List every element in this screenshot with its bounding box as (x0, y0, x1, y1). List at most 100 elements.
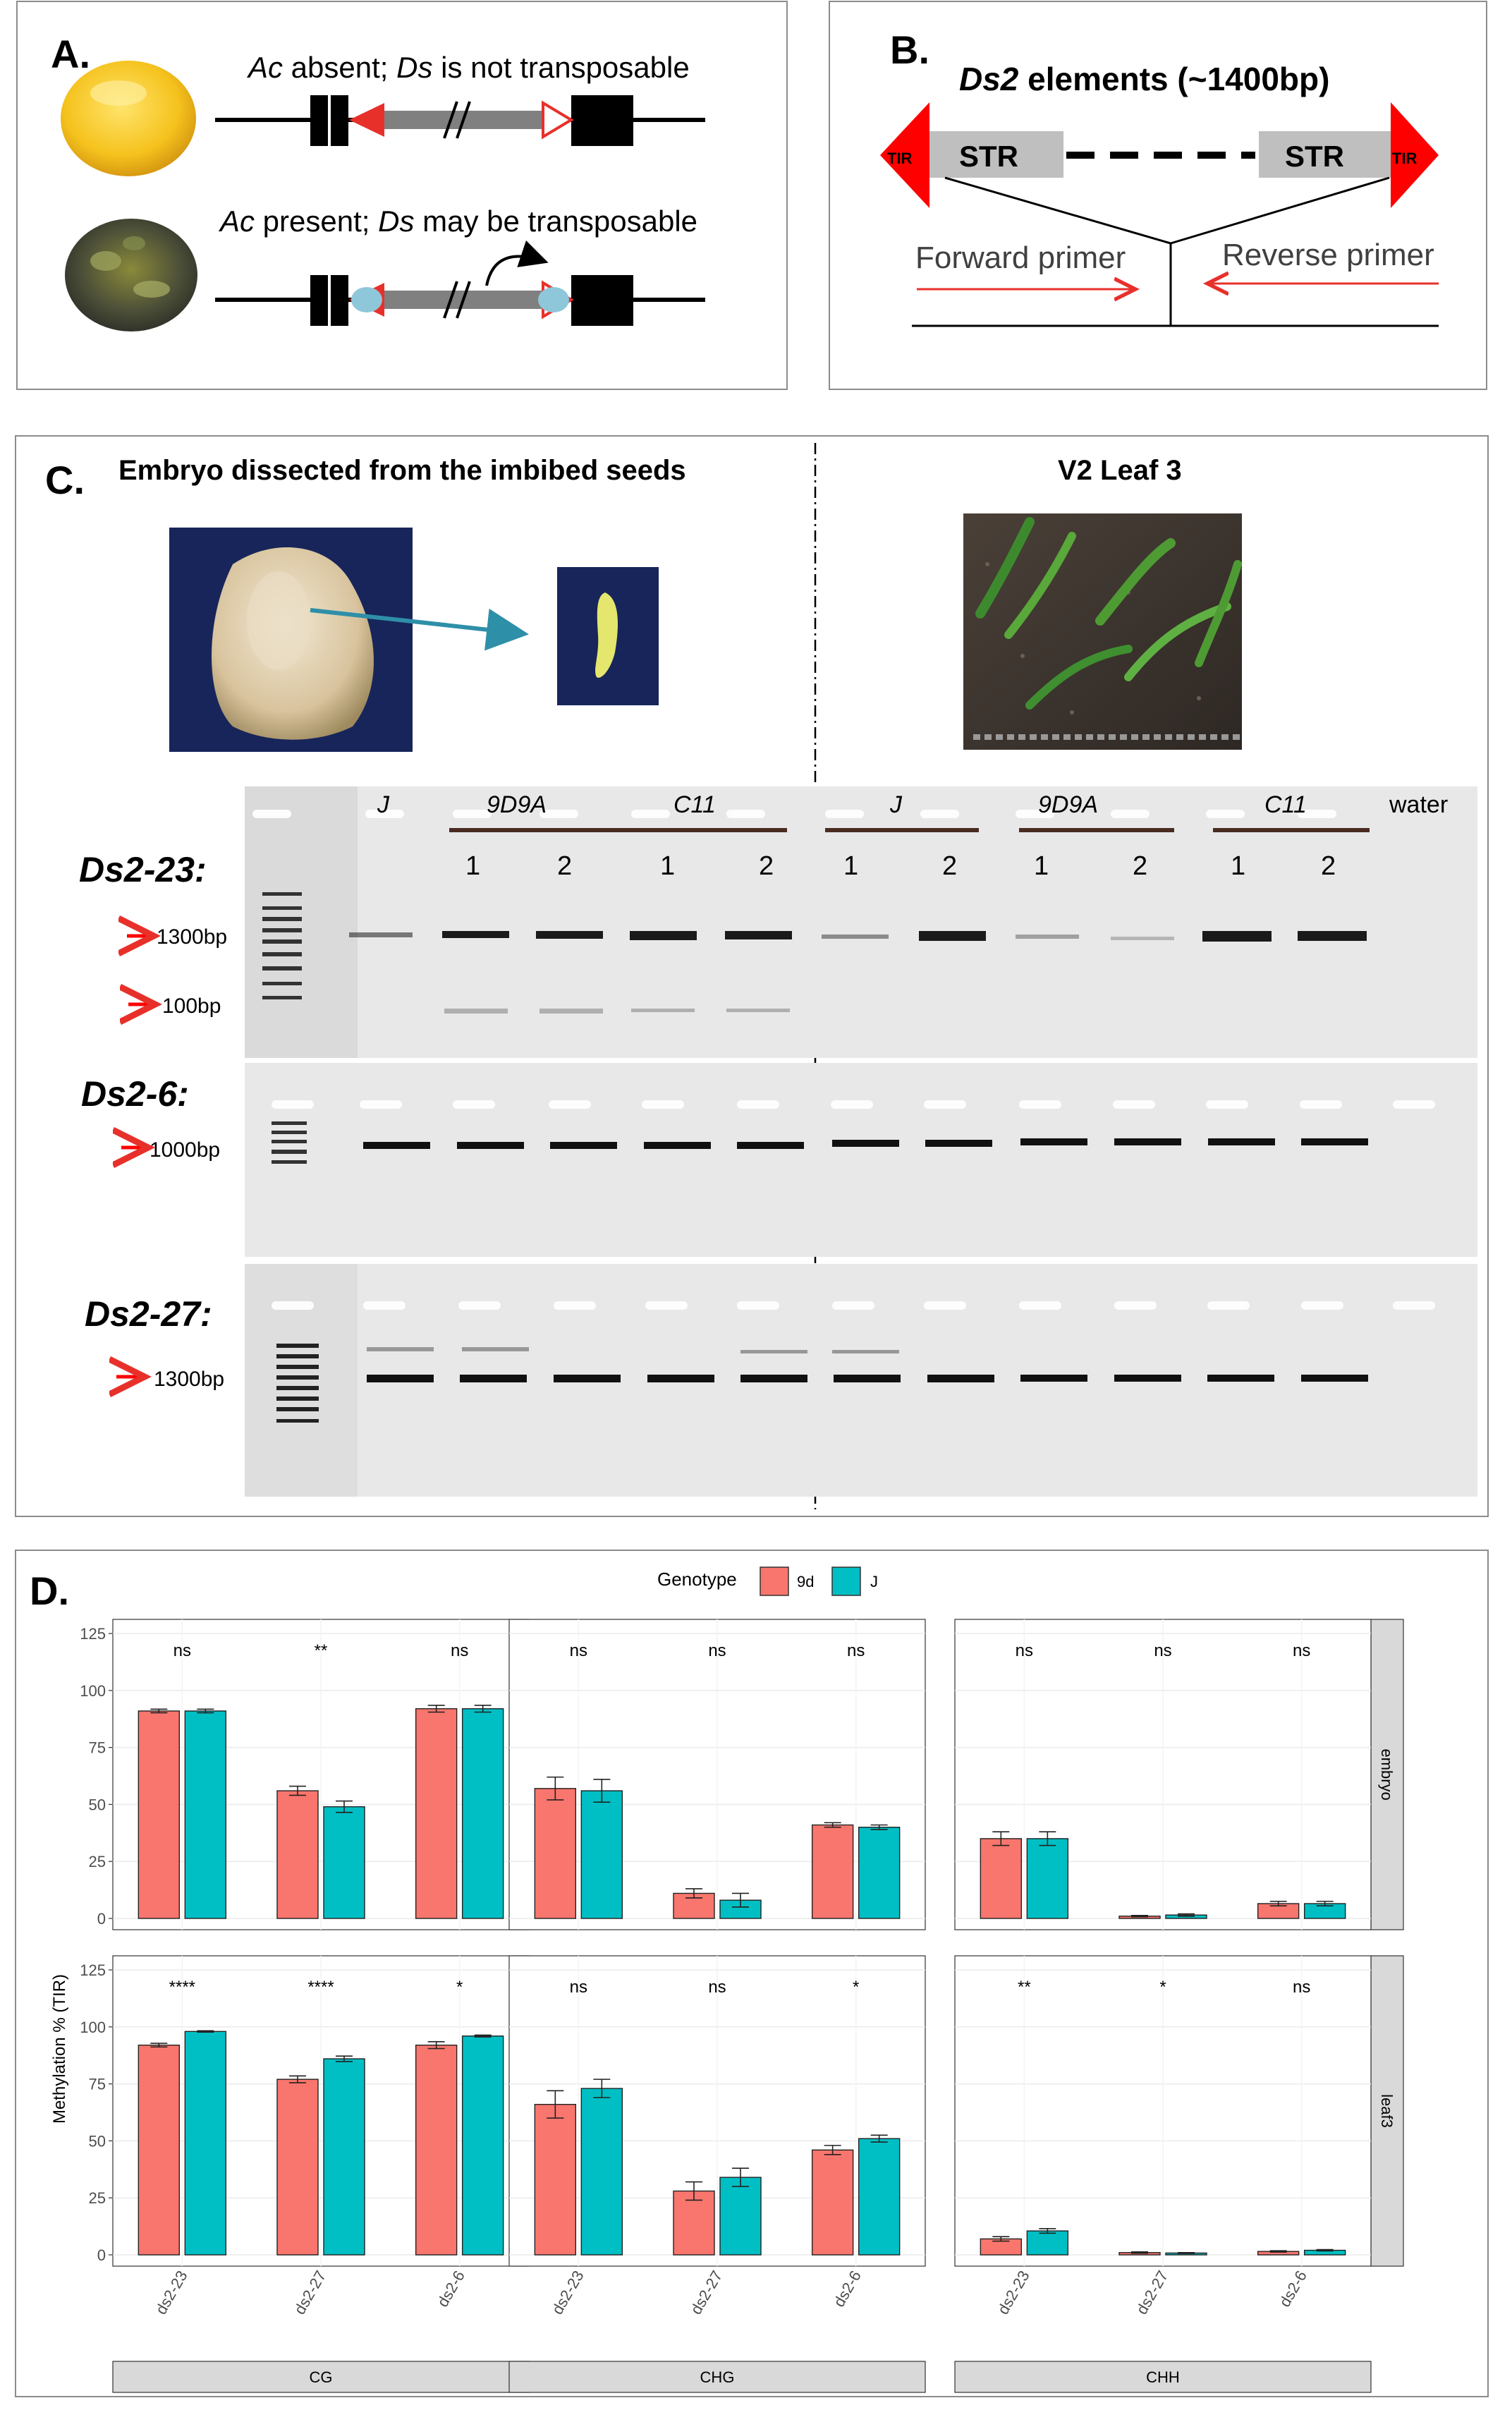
gel-name-ds2-23: Ds2-23: (79, 850, 207, 889)
str-right-label: STR (1285, 140, 1344, 173)
panel-d: D. Genotype 9d J Methylation % (TIR) emb… (15, 1550, 1489, 2397)
svg-text:9D9A: 9D9A (1038, 791, 1098, 818)
construct-no-ac (215, 95, 705, 146)
bar-J-ds2-6 (461, 2036, 504, 2256)
facet-strip-embryo (1370, 1619, 1404, 1930)
bar-J-ds2-23 (580, 2088, 623, 2256)
panel-a-row1-text: Ac absent; Ds is not transposable (246, 51, 690, 84)
svg-text:1: 1 (660, 851, 675, 881)
bar-9d-ds2-27 (673, 2190, 715, 2256)
bar-J-ds2-6 (858, 1827, 901, 1919)
bar-J-ds2-23 (184, 1710, 227, 1919)
facet-strip-label-embryo: embryo (1378, 1748, 1396, 1800)
y-tick-label: 125 (80, 1625, 106, 1643)
bar-J-ds2-23 (580, 1790, 623, 1919)
bar-J-ds2-23 (184, 2031, 227, 2256)
significance-label: ns (1293, 1641, 1310, 1660)
bar-9d-ds2-27 (276, 1790, 319, 1919)
y-tick-label: 100 (80, 2019, 106, 2036)
construct-with-ac (215, 240, 705, 326)
significance-label: ns (173, 1641, 191, 1660)
bar-9d-ds2-23 (534, 2103, 577, 2256)
marker-1300bp-gel3: 1300bp (154, 1368, 224, 1391)
bar-J-ds2-23 (1026, 2230, 1069, 2256)
gel-name-ds2-6: Ds2-6: (81, 1074, 189, 1114)
svg-text:J: J (377, 791, 390, 818)
bar-9d-ds2-23 (980, 1838, 1023, 1919)
seedlings-photo (963, 513, 1242, 750)
panel-b-title: Ds2 elements (~1400bp) (959, 61, 1329, 97)
svg-text:1: 1 (465, 851, 480, 881)
significance-label: ns (451, 1641, 468, 1660)
bar-9d-ds2-23 (138, 1710, 181, 1919)
facet-strip-CG (112, 2361, 530, 2393)
facet-strip-CHG (508, 2361, 926, 2393)
svg-text:1: 1 (1034, 851, 1049, 881)
significance-label: ns (570, 1978, 587, 1997)
y-tick-label: 25 (89, 1853, 106, 1870)
legend: Genotype 9d J (657, 1566, 878, 1596)
panel-d-label: D. (30, 1569, 69, 1613)
significance-label: * (853, 1978, 859, 1997)
bar-9d-ds2-23 (534, 1788, 577, 1919)
facet-strip-label-CHG: CHG (700, 2368, 735, 2386)
spotted-kernel-image (65, 219, 197, 331)
y-tick-label: 100 (80, 1682, 106, 1700)
embryo-title: Embryo dissected from the imbibed seeds (118, 455, 686, 486)
significance-label: ns (708, 1641, 726, 1660)
panel-b: B. Ds2 elements (~1400bp) TIR STR STR TI… (829, 1, 1487, 390)
dna-ladder (262, 892, 302, 999)
bar-J-ds2-27 (719, 2177, 762, 2256)
significance-label: ns (847, 1641, 865, 1660)
facet-strip-label-CG: CG (310, 2368, 333, 2386)
panel-c-label: C. (45, 458, 85, 502)
significance-label: **** (169, 1978, 195, 1997)
svg-text:2: 2 (1133, 851, 1147, 881)
bar-9d-ds2-6 (811, 1824, 854, 1919)
panel-b-label: B. (890, 28, 929, 72)
y-tick-label: 50 (89, 1796, 106, 1813)
marker-1300bp: 1300bp (157, 925, 227, 949)
significance-label: **** (307, 1978, 334, 1997)
svg-text:1: 1 (843, 851, 858, 881)
facet-strip-label-leaf3: leaf3 (1378, 2094, 1396, 2128)
dna-ladder (272, 1121, 307, 1164)
bar-9d-ds2-27 (276, 2079, 319, 2256)
marker-1000bp: 1000bp (150, 1138, 220, 1162)
svg-text:C11: C11 (673, 791, 716, 818)
significance-label: ns (708, 1978, 726, 1997)
svg-text:Genotype: Genotype (657, 1569, 737, 1590)
y-tick-label: 50 (89, 2132, 106, 2150)
tir-right-label: TIR (1392, 150, 1418, 167)
facet-strip-leaf3 (1370, 1955, 1404, 2267)
y-tick-label: 0 (97, 2246, 106, 2264)
panel-a-label: A. (51, 32, 90, 76)
gel-ds2-27 (245, 1264, 1477, 1497)
significance-label: ns (1293, 1978, 1310, 1997)
embryo-photo (557, 567, 659, 705)
svg-text:1: 1 (1231, 851, 1245, 881)
leaf-title: V2 Leaf 3 (1058, 455, 1182, 486)
yellow-kernel-image (61, 61, 196, 176)
significance-label: ns (570, 1641, 587, 1660)
y-tick-label: 25 (89, 2189, 106, 2207)
significance-label: ns (1016, 1641, 1033, 1660)
svg-text:J: J (889, 791, 903, 818)
forward-primer-label: Forward primer (915, 241, 1126, 275)
reverse-primer-label: Reverse primer (1222, 238, 1434, 272)
tir-left-label: TIR (887, 150, 913, 167)
significance-label: * (456, 1978, 463, 1997)
y-tick-label: 125 (80, 1961, 106, 1979)
marker-100bp: 100bp (162, 994, 221, 1018)
svg-text:2: 2 (942, 851, 957, 881)
svg-text:2: 2 (1321, 851, 1336, 881)
facet-strip-label-CHH: CHH (1146, 2368, 1180, 2386)
y-axis-label: Methylation % (TIR) (50, 1974, 69, 2124)
dna-ladder (276, 1344, 319, 1423)
y-tick-label: 0 (97, 1910, 106, 1928)
panel-c: C. Embryo dissected from the imbibed see… (15, 435, 1489, 1517)
significance-label: ** (1018, 1978, 1031, 1997)
svg-text:2: 2 (557, 851, 572, 881)
significance-label: ** (315, 1641, 328, 1660)
